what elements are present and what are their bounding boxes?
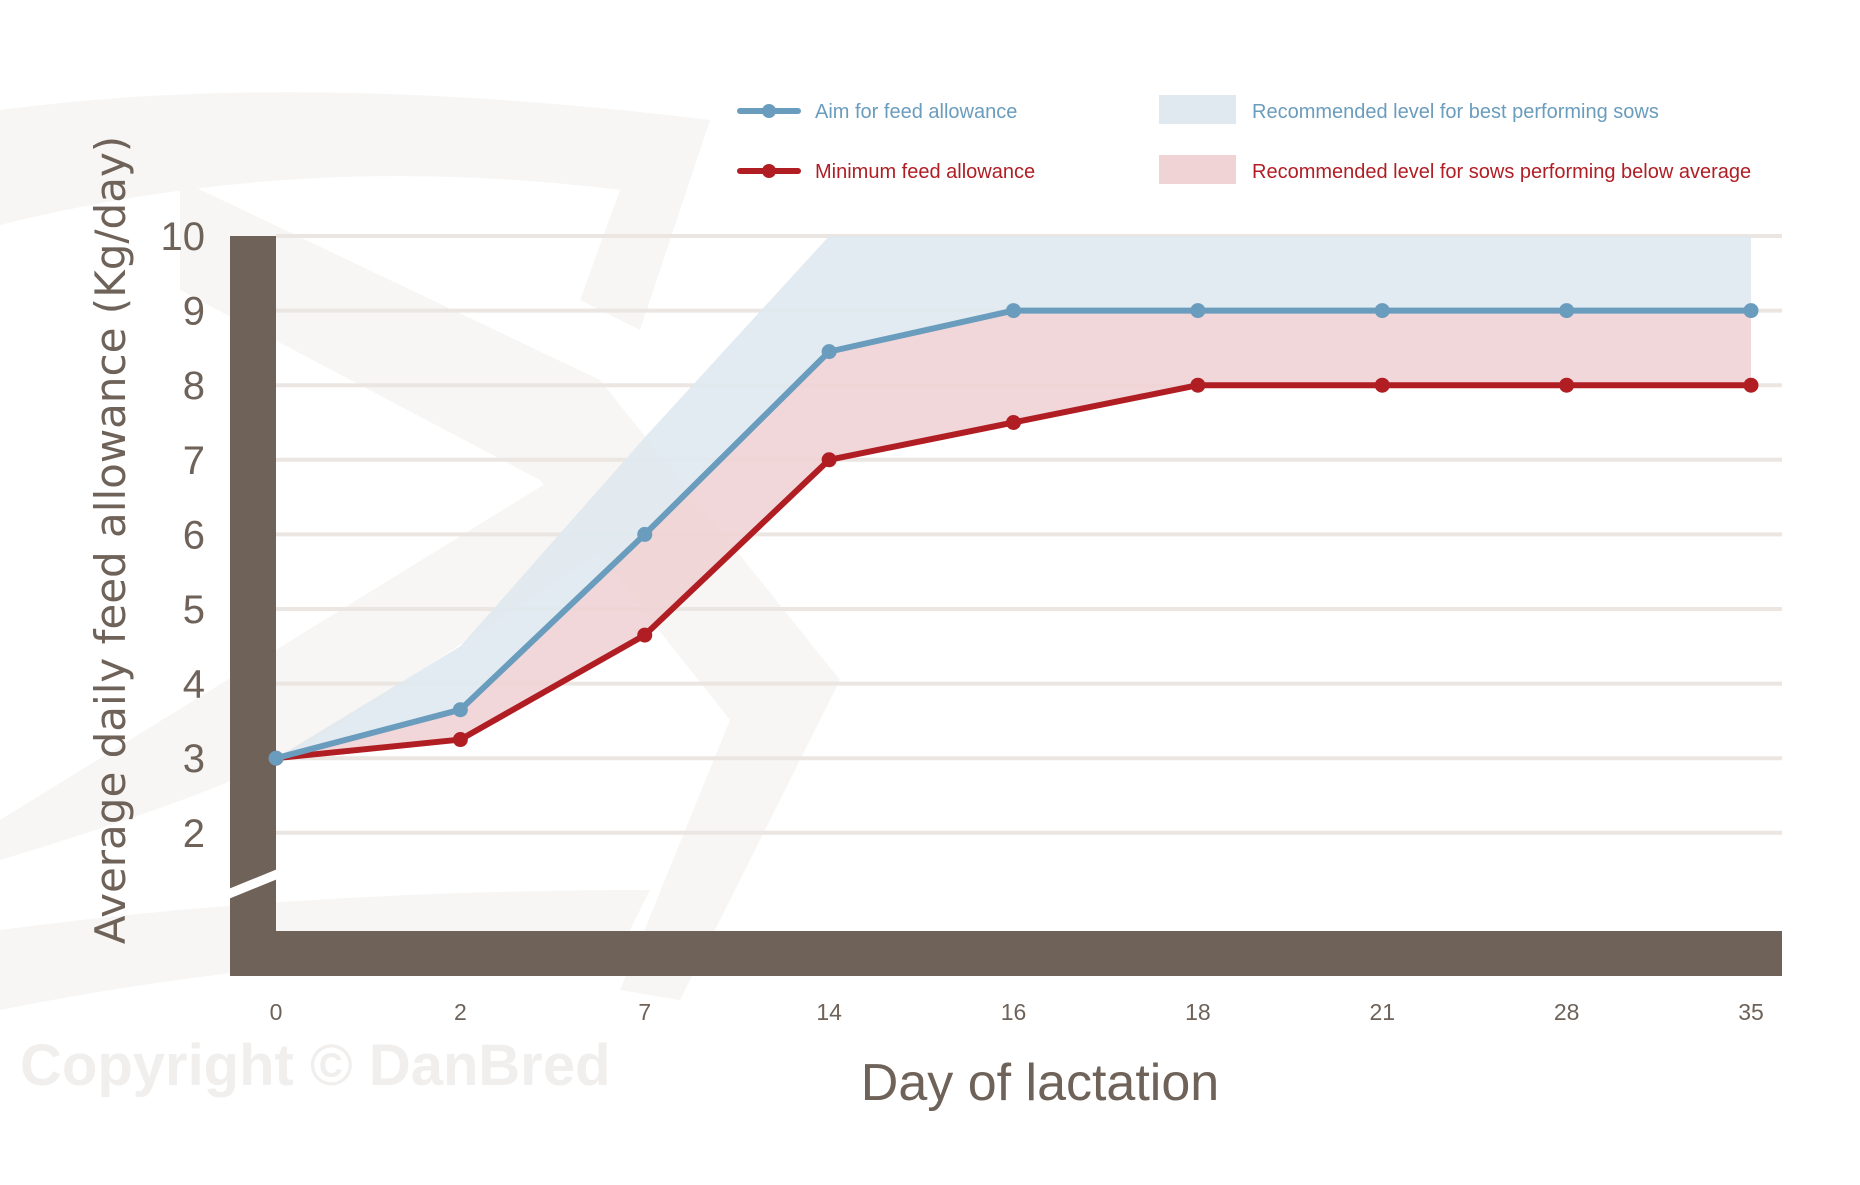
- y-tick-label: 7: [183, 439, 205, 483]
- legend-below-band-label: Recommended level for sows performing be…: [1252, 161, 1751, 183]
- legend-item-best-band: Recommended level for best performing so…: [1159, 95, 1659, 124]
- legend-minimum-marker: [762, 164, 776, 178]
- data-point-aim: [1559, 303, 1575, 319]
- legend-item-below-band: Recommended level for sows performing be…: [1159, 155, 1751, 184]
- y-tick-label: 10: [161, 215, 206, 259]
- y-tick-label: 5: [183, 588, 205, 632]
- y-tick-label: 3: [183, 737, 205, 781]
- x-tick-label: 16: [1001, 999, 1027, 1025]
- data-point-aim: [1190, 303, 1206, 319]
- x-tick-label: 0: [270, 999, 283, 1025]
- y-tick-label: 2: [183, 812, 205, 856]
- watermark-logo: [0, 92, 840, 1010]
- data-point-minimum: [1006, 415, 1021, 430]
- data-point-minimum: [1743, 377, 1759, 393]
- y-axis-bar: [230, 236, 276, 976]
- y-axis-label: Average daily feed allowance (Kg/day): [86, 136, 135, 944]
- legend-aim-marker: [762, 104, 776, 118]
- x-axis-bar: [230, 931, 1782, 976]
- data-point-aim: [452, 702, 468, 718]
- x-tick-label: 7: [638, 999, 651, 1025]
- y-tick-label: 8: [183, 364, 205, 408]
- legend-aim-label: Aim for feed allowance: [815, 101, 1017, 123]
- x-tick-label: 21: [1369, 999, 1395, 1025]
- legend-minimum-label: Minimum feed allowance: [815, 161, 1035, 183]
- y-tick-labels: 2 3 4 5 6 7 8 9 10: [161, 215, 206, 856]
- legend-item-minimum: Minimum feed allowance: [737, 161, 1035, 183]
- x-tick-label: 28: [1554, 999, 1580, 1025]
- data-point-aim: [637, 526, 653, 542]
- copyright-watermark: Copyright © DanBred: [20, 1033, 611, 1098]
- data-point-minimum: [821, 452, 837, 468]
- y-tick-label: 6: [183, 513, 205, 557]
- y-tick-label: 9: [183, 290, 205, 334]
- series: [268, 303, 1759, 766]
- band-below-average: [276, 310, 1751, 759]
- x-tick-label: 14: [816, 999, 842, 1025]
- data-point-minimum: [637, 627, 653, 643]
- data-point-aim: [1006, 303, 1021, 319]
- x-tick-label: 18: [1185, 999, 1211, 1025]
- x-tick-labels: 0 2 7 14 16 18 21 28 35: [270, 999, 1764, 1025]
- legend-item-aim: Aim for feed allowance: [737, 101, 1017, 123]
- legend-best-band-swatch: [1159, 95, 1236, 124]
- y-tick-label: 4: [183, 663, 205, 707]
- legend-best-band-label: Recommended level for best performing so…: [1252, 101, 1659, 123]
- data-point-aim: [1374, 303, 1390, 319]
- x-tick-label: 35: [1738, 999, 1764, 1025]
- data-point-aim: [1743, 303, 1759, 319]
- data-point-minimum: [1190, 377, 1206, 393]
- axis-break-mark: [226, 868, 280, 900]
- bands: [276, 236, 1751, 759]
- axes: [226, 236, 1782, 976]
- data-point-minimum: [1374, 377, 1390, 393]
- data-point-aim: [821, 344, 837, 360]
- data-point-minimum: [1559, 377, 1575, 393]
- legend: Aim for feed allowance Minimum feed allo…: [737, 95, 1751, 184]
- band-best-performing: [276, 236, 1751, 759]
- data-point-aim: [268, 750, 284, 766]
- legend-below-band-swatch: [1159, 155, 1236, 184]
- x-tick-label: 2: [454, 999, 467, 1025]
- x-axis-label: Day of lactation: [861, 1054, 1219, 1112]
- data-point-minimum: [452, 732, 468, 748]
